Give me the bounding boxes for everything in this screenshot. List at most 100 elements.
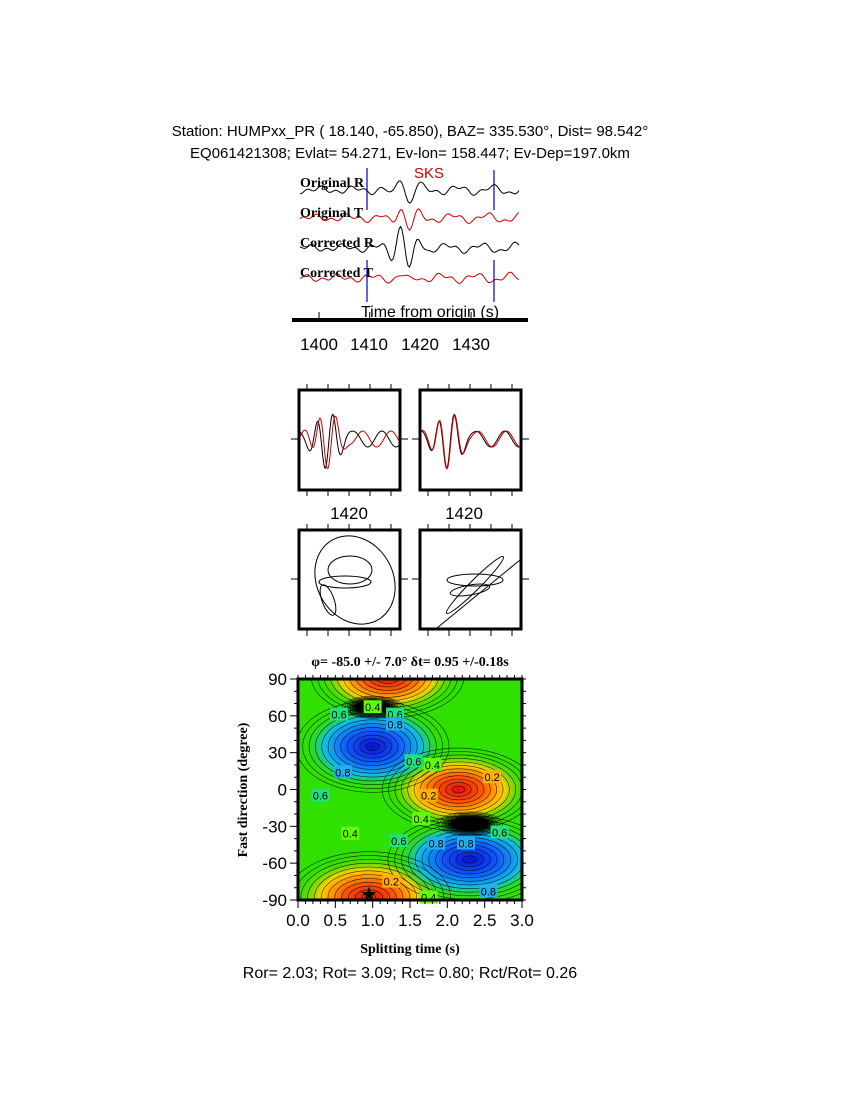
contour-line	[439, 778, 478, 801]
particle-motion	[327, 555, 373, 585]
panel-tick-label: 1420	[330, 504, 368, 523]
particle-motion	[318, 575, 372, 589]
trace-label-corrected-t: Corrected T	[300, 266, 374, 281]
x-tick-label: 1.5	[398, 911, 422, 930]
contour-line	[349, 698, 396, 716]
waveform-trace	[420, 414, 521, 471]
contour-label: 0.6	[406, 756, 421, 768]
contour-line	[375, 679, 400, 684]
contour-label: 0.8	[481, 886, 496, 898]
contour-label: 0.2	[384, 877, 399, 889]
contour-line	[455, 851, 484, 868]
contour-line	[349, 679, 426, 698]
contour-line	[355, 889, 383, 900]
y-tick-label: 0	[278, 781, 287, 800]
contour-line	[461, 820, 479, 828]
chart-title: φ= -85.0 +/- 7.0° δt= 0.95 +/-0.18s	[311, 655, 509, 670]
contour-line	[359, 738, 386, 755]
contour-label-box	[386, 717, 405, 731]
particle-motion	[436, 559, 521, 629]
contour-label-box	[363, 700, 382, 714]
particle-motion	[445, 555, 505, 615]
contour-line	[462, 855, 477, 864]
contour-line	[346, 730, 399, 763]
contour-line	[334, 878, 404, 900]
contour-label-box	[333, 765, 352, 779]
contour-label: 0.8	[428, 839, 443, 851]
contour-label: 0.2	[484, 772, 499, 784]
contour-line	[447, 815, 492, 833]
contour-label: 0.6	[331, 710, 346, 722]
contour-label-box	[479, 884, 498, 898]
contour-label-box	[419, 788, 438, 802]
contour-line	[327, 874, 411, 900]
contour-label-box	[386, 707, 405, 721]
event-info: EQ061421308; Evlat= 54.271, Ev-lon= 158.…	[190, 145, 630, 162]
contour-label-box	[412, 811, 431, 825]
contour-label-box	[311, 788, 330, 802]
y-tick-label: 60	[268, 707, 287, 726]
contour-line	[336, 679, 439, 705]
contour-label-box	[490, 825, 509, 839]
contour-label-box	[423, 757, 442, 771]
contour-label: 0.6	[492, 827, 507, 839]
particle-motion	[446, 573, 504, 587]
contour-line	[444, 814, 495, 834]
contour-line	[463, 821, 476, 827]
waveform-trace	[420, 413, 521, 470]
contour-line	[346, 697, 399, 717]
particle-motion-panel-corrected	[418, 528, 523, 631]
contour-line	[414, 830, 522, 889]
contour-line	[439, 812, 501, 836]
contour-label: 0.6	[313, 791, 328, 803]
x-tick-label: 0.5	[324, 911, 348, 930]
y-axis-label: Fast direction (degree)	[236, 722, 251, 857]
time-axis-label: Time from origin (s)	[361, 304, 499, 321]
seismogram-panel: SKS Original R Original T Corrected R Co…	[292, 165, 528, 354]
x-tick-label: 2.0	[436, 911, 460, 930]
trace-label-original-r: Original R	[300, 176, 365, 191]
y-tick-label: -30	[262, 817, 287, 836]
x-tick-label: 2.5	[473, 911, 497, 930]
contour-label-box	[330, 707, 349, 721]
x-axis-label: Splitting time (s)	[360, 942, 460, 957]
particle-motion	[314, 535, 396, 625]
contour-line	[355, 679, 420, 695]
panel-tick-label: 1420	[445, 504, 483, 523]
seismogram-trace	[299, 208, 520, 231]
y-tick-label: -90	[262, 891, 287, 910]
particle-motion	[449, 583, 491, 597]
time-tick: 1410	[350, 335, 388, 354]
contour-label: 0.8	[335, 767, 350, 779]
contour-label-box	[483, 770, 502, 784]
contour-line	[327, 719, 418, 774]
contour-line	[298, 855, 445, 900]
particle-motion	[319, 584, 337, 616]
station-info: Station: HUMPxx_PR ( 18.140, -65.850), B…	[172, 123, 648, 140]
contour-line	[352, 699, 394, 715]
contour-label: 0.4	[343, 829, 358, 841]
error-surface-map: φ= -85.0 +/- 7.0° δt= 0.95 +/-0.18s 0.4 0…	[236, 655, 534, 957]
contour-label: 0.8	[387, 719, 402, 731]
contour-line	[455, 818, 484, 830]
time-tick: 1400	[300, 335, 338, 354]
contour-label-box	[389, 834, 408, 848]
trace-label-corrected-r: Corrected R	[300, 236, 375, 251]
phase-label: SKS	[414, 165, 444, 182]
contour-label: 0.2	[421, 791, 436, 803]
contour-line	[453, 817, 487, 831]
contour-line	[321, 715, 424, 778]
contour-label: 0.4	[365, 702, 380, 714]
waveform-comparison-panels: 1420 1420	[291, 384, 529, 636]
contour-line	[366, 742, 380, 751]
contour-line	[353, 734, 393, 759]
y-tick-label: 30	[268, 744, 287, 763]
best-fit-star-icon: ★	[360, 884, 378, 906]
contour-label: 0.6	[391, 836, 406, 848]
contour-label-box	[341, 826, 360, 840]
trace-label-original-t: Original T	[300, 206, 364, 221]
contour-label-box	[404, 754, 423, 768]
contour-label-box	[427, 836, 446, 850]
contour-label-box	[457, 836, 475, 850]
